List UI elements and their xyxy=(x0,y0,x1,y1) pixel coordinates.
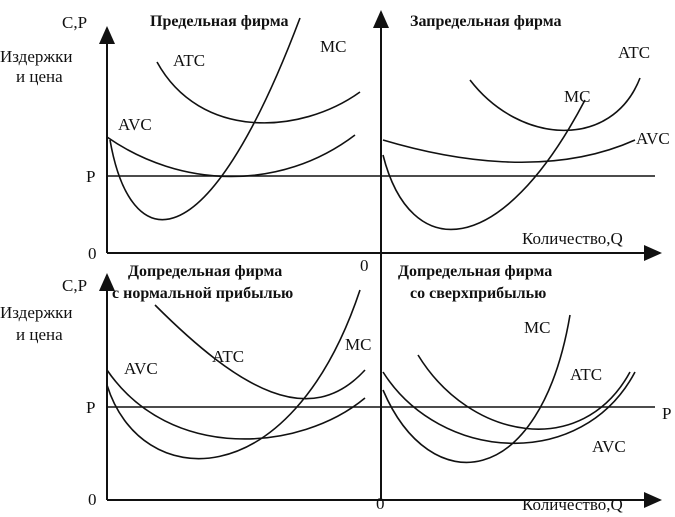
panel-title: Допредельная фирма xyxy=(128,263,282,280)
y-title: и цена xyxy=(16,325,63,344)
origin: 0 xyxy=(376,494,385,513)
avc-curve xyxy=(382,139,636,164)
mc-curve xyxy=(106,289,361,460)
curve-label: AVC xyxy=(636,129,670,148)
origin: 0 xyxy=(360,256,369,275)
mc-curve xyxy=(109,17,301,221)
origin: 0 xyxy=(88,490,97,509)
curve-label: AVC xyxy=(124,359,158,378)
x-label: Количество,Q xyxy=(522,229,623,248)
price-label: P xyxy=(86,398,95,417)
curve-label: AVC xyxy=(118,115,152,134)
curve-label: MC xyxy=(345,335,371,354)
panel-title: Допредельная фирма xyxy=(398,263,552,280)
y-label: C,P xyxy=(62,276,87,295)
curve-label: MC xyxy=(524,318,550,337)
mc-curve xyxy=(382,314,571,464)
atc-curve xyxy=(154,304,366,400)
panel-title: Запредельная фирма xyxy=(410,13,561,30)
price-label: P xyxy=(662,404,671,423)
x-label: Количество,Q xyxy=(522,495,623,514)
curve-label: AVC xyxy=(592,437,626,456)
y-title: Издержки xyxy=(0,47,72,66)
curve-label: ATC xyxy=(618,43,650,62)
avc-curve xyxy=(106,134,356,178)
atc-curve xyxy=(417,354,631,430)
mc-curve xyxy=(382,99,586,231)
y-title: и цена xyxy=(16,67,63,86)
avc-curve xyxy=(382,371,636,445)
curve-label: ATC xyxy=(173,51,205,70)
atc-curve xyxy=(469,77,641,132)
atc-curve xyxy=(156,61,361,124)
curve-label: MC xyxy=(564,87,590,106)
curve-label: ATC xyxy=(212,347,244,366)
curve-label: MC xyxy=(320,37,346,56)
y-label: C,P xyxy=(62,13,87,32)
panel-title: с нормальной прибылью xyxy=(112,285,293,302)
panel-title: Предельная фирма xyxy=(150,13,288,30)
panel-title: со сверхприбылью xyxy=(410,285,546,302)
origin: 0 xyxy=(88,244,97,263)
curve-label: ATC xyxy=(570,365,602,384)
y-title: Издержки xyxy=(0,303,72,322)
avc-curve xyxy=(106,369,366,440)
price-label: P xyxy=(86,167,95,186)
